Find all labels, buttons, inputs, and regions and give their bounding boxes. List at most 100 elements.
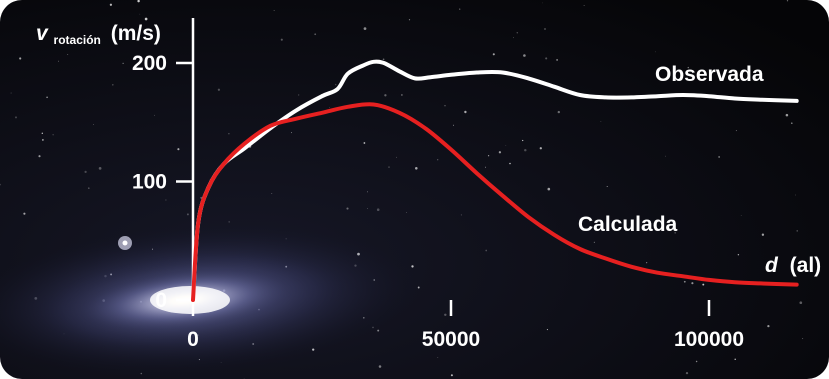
star [737, 254, 740, 256]
star [761, 233, 765, 236]
star [654, 51, 656, 53]
star [376, 208, 380, 211]
star [384, 94, 387, 97]
star [547, 187, 551, 191]
star [334, 83, 337, 86]
star [487, 155, 490, 157]
star [485, 249, 488, 252]
star [522, 139, 524, 142]
star [137, 0, 140, 3]
star [786, 0, 789, 2]
star [363, 142, 366, 144]
x-axis-unit: (al) [790, 254, 822, 277]
star [464, 110, 467, 114]
star [505, 145, 507, 147]
star [92, 123, 94, 125]
star [46, 96, 48, 99]
star [444, 313, 447, 317]
star [329, 107, 330, 108]
star [685, 371, 689, 375]
star [702, 283, 705, 286]
star [683, 280, 686, 283]
star [734, 358, 736, 361]
star [453, 124, 454, 126]
star [767, 324, 770, 328]
star [58, 60, 59, 62]
star [437, 357, 439, 358]
star [524, 148, 527, 152]
star [646, 262, 648, 264]
x-axis-ticks: 0 50000 100000 [187, 300, 744, 351]
star [485, 166, 486, 168]
star [228, 221, 230, 223]
star [415, 167, 418, 170]
star [177, 148, 180, 151]
star [280, 38, 283, 41]
star [52, 134, 54, 136]
star [557, 110, 560, 114]
star [795, 194, 796, 196]
star [314, 33, 317, 36]
y-axis-unit: (m/s) [111, 22, 161, 45]
star [539, 147, 542, 150]
star [0, 183, 1, 186]
star [291, 132, 292, 134]
star [523, 54, 526, 57]
star [378, 365, 382, 368]
star [98, 167, 102, 170]
star [509, 162, 511, 165]
star [88, 187, 90, 189]
star [802, 338, 804, 340]
star [460, 214, 462, 216]
star [298, 94, 300, 96]
star [109, 3, 113, 6]
y-axis-subscript: rotación [54, 33, 101, 47]
star [444, 105, 446, 107]
observed-series-line [191, 59, 799, 302]
x-axis-symbol: d [765, 254, 779, 277]
star [718, 156, 720, 158]
star [735, 130, 737, 132]
star [42, 139, 44, 141]
star [38, 155, 41, 158]
star [2, 369, 5, 372]
star [740, 215, 742, 216]
x-tick-label: 100000 [674, 328, 744, 351]
star [556, 58, 559, 61]
star [544, 28, 546, 30]
star [691, 282, 694, 285]
star [799, 301, 803, 305]
star [665, 155, 666, 157]
y-tick-label: 200 [132, 52, 167, 75]
star [600, 120, 602, 122]
star [546, 329, 548, 331]
star [796, 230, 798, 232]
star [593, 241, 595, 243]
star [346, 207, 349, 210]
star [513, 37, 514, 39]
star [395, 156, 397, 158]
star [154, 114, 155, 116]
x-tick-label: 0 [187, 328, 199, 351]
star [23, 212, 26, 215]
star [217, 88, 221, 91]
star [492, 53, 495, 56]
star [144, 17, 148, 21]
star [366, 207, 368, 209]
star [10, 92, 12, 94]
calculated-series-line [191, 102, 799, 302]
star [791, 122, 793, 124]
y-axis-ticks: 0 100 200 [132, 52, 193, 312]
x-tick-label: 50000 [422, 328, 480, 351]
y-axis-title: v rotación (m/s) [36, 22, 161, 49]
star [186, 213, 189, 216]
star [84, 170, 87, 174]
star [273, 10, 275, 11]
star [382, 58, 385, 61]
star [583, 5, 585, 6]
star [19, 57, 22, 60]
star [363, 27, 367, 30]
star [271, 193, 273, 194]
